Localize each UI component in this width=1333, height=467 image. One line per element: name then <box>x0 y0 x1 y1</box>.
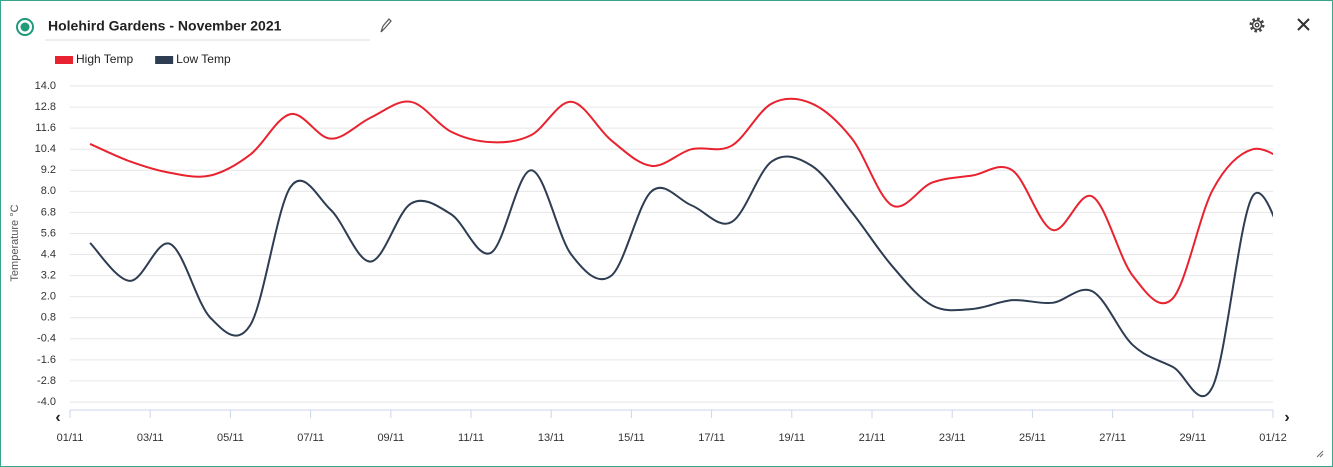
x-tick-label: 01/12 <box>1259 432 1287 444</box>
y-tick-label: 12.8 <box>35 101 56 113</box>
scroll-right[interactable]: › <box>1284 409 1289 426</box>
legend-swatch <box>55 56 73 64</box>
x-tick-label: 13/11 <box>538 432 565 444</box>
legend-label: High Temp <box>76 52 133 66</box>
y-tick-label: -2.8 <box>37 375 56 387</box>
y-tick-label: 5.6 <box>41 227 56 239</box>
radio-button[interactable] <box>16 18 34 36</box>
y-tick-label: 0.8 <box>41 312 56 324</box>
x-tick-label: 21/11 <box>859 432 886 444</box>
x-tick-label: 03/11 <box>137 432 164 444</box>
series-line <box>89 97 1273 305</box>
y-tick-label: 10.4 <box>35 143 56 155</box>
x-tick-label: 09/11 <box>377 432 404 444</box>
y-tick-label: 11.6 <box>35 122 56 134</box>
x-tick-label: 17/11 <box>698 432 725 444</box>
y-tick-label: 2.0 <box>41 291 56 303</box>
close-icon[interactable] <box>1297 18 1310 31</box>
x-tick-label: 07/11 <box>297 432 324 444</box>
x-tick-label: 15/11 <box>618 432 645 444</box>
edit-icon[interactable] <box>380 18 392 33</box>
x-tick-label: 25/11 <box>1019 432 1046 444</box>
y-tick-label: 14.0 <box>35 80 56 92</box>
settings-icon[interactable] <box>1249 17 1265 33</box>
y-tick-label: 3.2 <box>41 270 56 282</box>
x-tick-label: 19/11 <box>778 432 805 444</box>
widget-title: Holehird Gardens - November 2021 <box>48 18 282 34</box>
y-tick-label: -4.0 <box>37 396 56 408</box>
y-tick-label: 4.4 <box>41 248 56 260</box>
y-tick-label: -0.4 <box>37 333 56 345</box>
legend-swatch <box>155 56 174 64</box>
y-tick-label: 6.8 <box>41 206 56 218</box>
y-axis-title: Temperature °C <box>9 204 21 281</box>
x-tick-label: 27/11 <box>1099 432 1126 444</box>
scroll-left[interactable]: ‹ <box>55 409 60 426</box>
x-tick-label: 01/11 <box>57 432 84 444</box>
x-tick-label: 05/11 <box>217 432 244 444</box>
x-tick-label: 23/11 <box>939 432 966 444</box>
x-tick-label: 11/11 <box>458 432 484 444</box>
y-tick-label: 9.2 <box>41 164 56 176</box>
x-tick-label: 29/11 <box>1179 432 1206 444</box>
resize-grip[interactable] <box>1316 450 1324 458</box>
radio-dot <box>20 22 30 32</box>
y-tick-label: 8.0 <box>41 185 56 197</box>
legend-label: Low Temp <box>176 52 231 66</box>
series-line <box>89 155 1273 397</box>
y-tick-label: -1.6 <box>37 354 56 366</box>
